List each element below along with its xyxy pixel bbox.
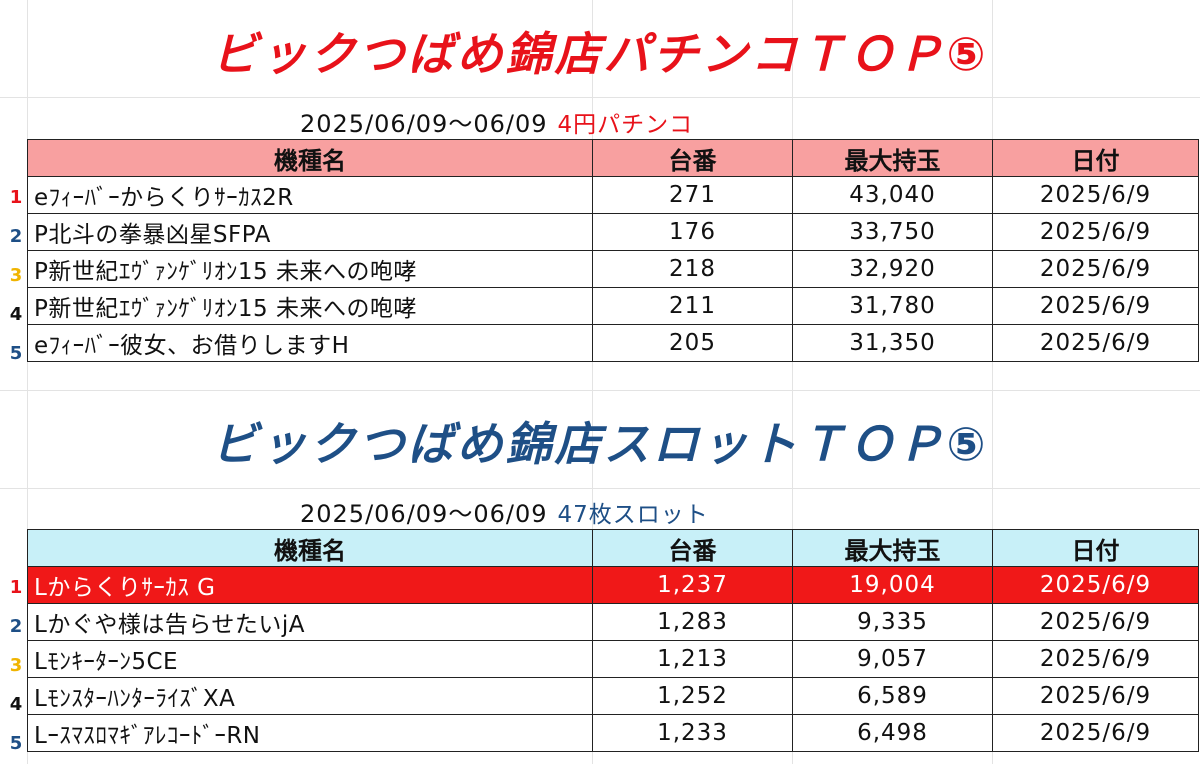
date: 2025/6/9 bbox=[992, 213, 1199, 251]
table-row: eﾌｨｰﾊﾞｰ彼女、お借りしますH 205 31,350 2025/6/9 bbox=[27, 324, 1199, 362]
max-balls: 19,004 bbox=[792, 566, 993, 604]
date: 2025/6/9 bbox=[992, 677, 1199, 715]
slot-subtitle: 2025/06/09～06/09 47枚スロット bbox=[300, 494, 709, 529]
grid-line bbox=[792, 0, 793, 764]
rank-number: 1 bbox=[9, 577, 23, 598]
max-balls: 31,350 bbox=[792, 324, 993, 362]
machine-name: eﾌｨｰﾊﾞｰからくりｻｰｶｽ2R bbox=[27, 176, 593, 214]
table-row: P新世紀ｴｳﾞｧﾝｹﾞﾘｵﾝ15 未来への咆哮 218 32,920 2025/… bbox=[27, 250, 1199, 288]
table-row: Lﾓﾝｷｰﾀｰﾝ5CE 1,213 9,057 2025/6/9 bbox=[27, 640, 1199, 678]
max-balls: 43,040 bbox=[792, 176, 993, 214]
rank-number: 2 bbox=[9, 226, 23, 247]
grid-line bbox=[992, 0, 993, 764]
slot-period: 2025/06/09～06/09 bbox=[300, 500, 548, 528]
pachinko-ranking-table: 機種名 台番 最大持玉 日付 eﾌｨｰﾊﾞｰからくりｻｰｶｽ2R 271 43,… bbox=[27, 139, 1199, 362]
machine-number: 205 bbox=[592, 324, 793, 362]
date: 2025/6/9 bbox=[992, 714, 1199, 752]
machine-number: 1,237 bbox=[592, 566, 793, 604]
machine-name: LｰｽﾏｽﾛﾏｷﾞｱﾚｺｰﾄﾞｰRN bbox=[27, 714, 593, 752]
slot-ranking-table: 機種名 台番 最大持玉 日付 Lからくりｻｰｶｽ G 1,237 19,004 … bbox=[27, 529, 1199, 752]
machine-name: LﾓﾝｽﾀｰﾊﾝﾀｰﾗｲｽﾞXA bbox=[27, 677, 593, 715]
header-date: 日付 bbox=[992, 529, 1199, 567]
rank-number: 4 bbox=[9, 304, 23, 325]
pachinko-subtitle: 2025/06/09～06/09 4円パチンコ bbox=[300, 104, 693, 139]
machine-name: Lかぐや様は告らせたいjA bbox=[27, 603, 593, 641]
table-row: P北斗の拳暴凶星SFPA 176 33,750 2025/6/9 bbox=[27, 213, 1199, 251]
max-balls: 6,498 bbox=[792, 714, 993, 752]
rank-number: 5 bbox=[9, 343, 23, 364]
machine-number: 211 bbox=[592, 287, 793, 325]
machine-number: 1,233 bbox=[592, 714, 793, 752]
table-header-row: 機種名 台番 最大持玉 日付 bbox=[27, 139, 1199, 177]
table-row: Lかぐや様は告らせたいjA 1,283 9,335 2025/6/9 bbox=[27, 603, 1199, 641]
header-machine-number: 台番 bbox=[592, 529, 793, 567]
machine-name: eﾌｨｰﾊﾞｰ彼女、お借りしますH bbox=[27, 324, 593, 362]
header-machine-name: 機種名 bbox=[27, 529, 593, 567]
max-balls: 33,750 bbox=[792, 213, 993, 251]
max-balls: 32,920 bbox=[792, 250, 993, 288]
header-max-balls: 最大持玉 bbox=[792, 139, 993, 177]
machine-name: Lからくりｻｰｶｽ G bbox=[27, 566, 593, 604]
max-balls: 9,057 bbox=[792, 640, 993, 678]
grid-line bbox=[27, 0, 28, 764]
machine-number: 218 bbox=[592, 250, 793, 288]
table-row: LﾓﾝｽﾀｰﾊﾝﾀｰﾗｲｽﾞXA 1,252 6,589 2025/6/9 bbox=[27, 677, 1199, 715]
rank-number: 5 bbox=[9, 733, 23, 754]
rank-number: 3 bbox=[9, 655, 23, 676]
machine-number: 1,252 bbox=[592, 677, 793, 715]
date: 2025/6/9 bbox=[992, 324, 1199, 362]
date: 2025/6/9 bbox=[992, 603, 1199, 641]
header-machine-name: 機種名 bbox=[27, 139, 593, 177]
machine-number: 271 bbox=[592, 176, 793, 214]
table-row: eﾌｨｰﾊﾞｰからくりｻｰｶｽ2R 271 43,040 2025/6/9 bbox=[27, 176, 1199, 214]
header-date: 日付 bbox=[992, 139, 1199, 177]
table-header-row: 機種名 台番 最大持玉 日付 bbox=[27, 529, 1199, 567]
machine-name: P新世紀ｴｳﾞｧﾝｹﾞﾘｵﾝ15 未来への咆哮 bbox=[27, 250, 593, 288]
pachinko-title: ビックつばめ錦店パチンコＴＯＰ⑤ bbox=[211, 27, 989, 81]
machine-number: 176 bbox=[592, 213, 793, 251]
slot-kind: 47枚スロット bbox=[557, 502, 709, 528]
date: 2025/6/9 bbox=[992, 566, 1199, 604]
max-balls: 9,335 bbox=[792, 603, 993, 641]
grid-line bbox=[592, 0, 593, 764]
machine-name: Lﾓﾝｷｰﾀｰﾝ5CE bbox=[27, 640, 593, 678]
rank-number: 2 bbox=[9, 616, 23, 637]
rank-number: 1 bbox=[9, 187, 23, 208]
grid-line bbox=[0, 97, 1200, 98]
date: 2025/6/9 bbox=[992, 176, 1199, 214]
pachinko-period: 2025/06/09～06/09 bbox=[300, 110, 548, 138]
table-row: LｰｽﾏｽﾛﾏｷﾞｱﾚｺｰﾄﾞｰRN 1,233 6,498 2025/6/9 bbox=[27, 714, 1199, 752]
date: 2025/6/9 bbox=[992, 640, 1199, 678]
table-row-top-highlight: Lからくりｻｰｶｽ G 1,237 19,004 2025/6/9 bbox=[27, 566, 1199, 604]
rank-number: 3 bbox=[9, 265, 23, 286]
rank-number: 4 bbox=[9, 694, 23, 715]
machine-name: P新世紀ｴｳﾞｧﾝｹﾞﾘｵﾝ15 未来への咆哮 bbox=[27, 287, 593, 325]
slot-title: ビックつばめ錦店スロットＴＯＰ⑤ bbox=[211, 417, 989, 471]
header-machine-number: 台番 bbox=[592, 139, 793, 177]
machine-number: 1,213 bbox=[592, 640, 793, 678]
date: 2025/6/9 bbox=[992, 250, 1199, 288]
machine-name: P北斗の拳暴凶星SFPA bbox=[27, 213, 593, 251]
max-balls: 31,780 bbox=[792, 287, 993, 325]
date: 2025/6/9 bbox=[992, 287, 1199, 325]
grid-line bbox=[0, 488, 1200, 489]
table-row: P新世紀ｴｳﾞｧﾝｹﾞﾘｵﾝ15 未来への咆哮 211 31,780 2025/… bbox=[27, 287, 1199, 325]
machine-number: 1,283 bbox=[592, 603, 793, 641]
max-balls: 6,589 bbox=[792, 677, 993, 715]
header-max-balls: 最大持玉 bbox=[792, 529, 993, 567]
grid-line bbox=[0, 390, 1200, 391]
pachinko-kind: 4円パチンコ bbox=[557, 112, 694, 138]
